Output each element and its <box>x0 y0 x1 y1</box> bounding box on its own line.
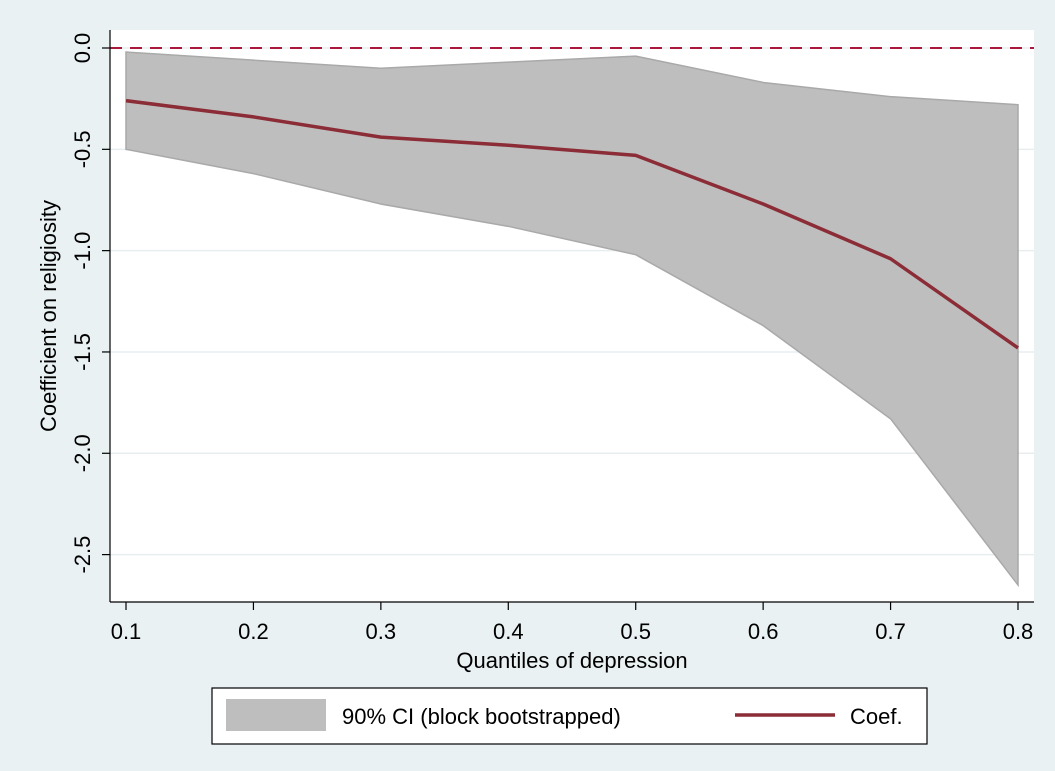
x-tick-label: 0.8 <box>1003 619 1034 644</box>
y-tick-label: -2.0 <box>70 434 95 472</box>
y-axis-label: Coefficient on religiosity <box>36 200 61 432</box>
x-tick-label: 0.3 <box>366 619 397 644</box>
x-ticks: 0.1 0.2 0.3 0.4 0.5 0.6 0.7 0.8 <box>111 602 1034 644</box>
y-tick-label: -1.0 <box>70 232 95 270</box>
legend-swatch-ci <box>226 699 326 731</box>
legend-label-coef: Coef. <box>850 704 903 729</box>
y-tick-label: -1.5 <box>70 333 95 371</box>
legend: 90% CI (block bootstrapped) Coef. <box>211 687 928 745</box>
legend-box <box>211 687 928 745</box>
x-tick-label: 0.1 <box>111 619 142 644</box>
x-tick-label: 0.7 <box>875 619 906 644</box>
x-axis-label: Quantiles of depression <box>456 648 687 673</box>
x-tick-label: 0.6 <box>748 619 779 644</box>
coef-line <box>125 98 1020 350</box>
x-tick-label: 0.2 <box>238 619 269 644</box>
x-tick-label: 0.5 <box>620 619 651 644</box>
ci-band <box>125 51 1019 588</box>
legend-label-ci: 90% CI (block bootstrapped) <box>342 704 621 729</box>
y-tick-label: -2.5 <box>70 536 95 574</box>
y-ticks: 0.0 -0.5 -1.0 -1.5 -2.0 -2.5 <box>70 33 110 574</box>
y-tick-label: 0.0 <box>70 33 95 64</box>
x-tick-label: 0.4 <box>493 619 524 644</box>
y-tick-label: -0.5 <box>70 130 95 168</box>
